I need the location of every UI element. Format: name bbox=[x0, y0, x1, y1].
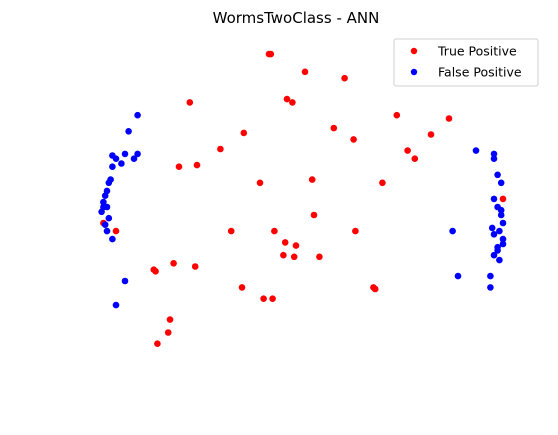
point-true-positive-19 bbox=[379, 179, 386, 187]
point-false-positive-0 bbox=[134, 111, 141, 119]
point-false-positive-9 bbox=[100, 198, 107, 206]
point-true-positive-4 bbox=[341, 74, 348, 82]
point-false-positive-30 bbox=[497, 211, 505, 219]
legend-label-false-positive: False Positive bbox=[438, 65, 522, 80]
point-false-positive-8 bbox=[101, 192, 109, 199]
point-false-positive-36 bbox=[496, 256, 503, 264]
point-false-positive-32 bbox=[496, 227, 503, 235]
point-false-positive-22 bbox=[121, 277, 129, 285]
point-true-positive-29 bbox=[280, 251, 287, 259]
point-false-positive-1 bbox=[125, 128, 132, 135]
point-false-positive-35 bbox=[490, 251, 498, 259]
legend-marker-false-positive bbox=[410, 68, 418, 76]
point-false-positive-23 bbox=[472, 147, 480, 154]
point-true-positive-20 bbox=[191, 263, 199, 270]
point-true-positive-44 bbox=[154, 340, 161, 348]
point-true-positive-41 bbox=[411, 155, 419, 162]
point-false-positive-18 bbox=[109, 152, 116, 159]
point-false-positive-3 bbox=[118, 160, 125, 167]
point-true-positive-40 bbox=[166, 316, 174, 323]
point-false-positive-14 bbox=[103, 227, 111, 235]
point-true-positive-11 bbox=[330, 124, 338, 132]
point-false-positive-45 bbox=[497, 206, 505, 214]
point-true-positive-17 bbox=[256, 179, 264, 187]
point-false-positive-15 bbox=[109, 235, 116, 243]
point-false-positive-12 bbox=[105, 214, 113, 222]
point-false-positive-42 bbox=[499, 240, 507, 248]
point-false-positive-24 bbox=[490, 150, 498, 158]
legend-box bbox=[393, 38, 539, 87]
legend-marker-true-positive bbox=[410, 47, 418, 55]
point-true-positive-30 bbox=[290, 253, 298, 261]
point-true-positive-18 bbox=[310, 211, 318, 219]
point-true-positive-15 bbox=[445, 115, 453, 122]
point-true-positive-23 bbox=[308, 176, 316, 183]
point-true-positive-2 bbox=[186, 99, 194, 106]
point-true-positive-27 bbox=[227, 227, 235, 235]
point-true-positive-1 bbox=[267, 50, 275, 58]
legend-label-true-positive: True Positive bbox=[437, 44, 517, 59]
point-true-positive-37 bbox=[371, 285, 379, 293]
point-true-positive-42 bbox=[499, 195, 507, 203]
point-false-positive-5 bbox=[109, 163, 116, 170]
point-true-positive-13 bbox=[217, 145, 224, 153]
point-false-positive-40 bbox=[449, 227, 456, 235]
point-false-positive-43 bbox=[494, 247, 501, 254]
point-true-positive-5 bbox=[283, 95, 291, 103]
point-false-positive-33 bbox=[499, 235, 507, 243]
point-true-positive-32 bbox=[260, 295, 267, 303]
point-true-positive-43 bbox=[164, 329, 172, 336]
point-true-positive-22 bbox=[292, 242, 300, 249]
point-false-positive-27 bbox=[497, 179, 505, 187]
legend: True Positive False Positive bbox=[393, 38, 539, 87]
point-false-positive-28 bbox=[490, 195, 498, 203]
point-true-positive-9 bbox=[240, 129, 248, 137]
point-false-positive-39 bbox=[454, 272, 462, 280]
point-true-positive-38 bbox=[281, 239, 289, 246]
point-false-positive-25 bbox=[490, 155, 498, 162]
point-true-positive-28 bbox=[271, 227, 278, 235]
point-true-positive-7 bbox=[289, 99, 296, 106]
point-true-positive-21 bbox=[238, 284, 246, 291]
point-true-positive-12 bbox=[350, 136, 357, 143]
point-false-positive-38 bbox=[487, 284, 494, 291]
point-false-positive-26 bbox=[494, 171, 501, 179]
point-true-positive-14 bbox=[404, 147, 411, 154]
point-true-positive-16 bbox=[427, 131, 435, 138]
point-true-positive-26 bbox=[170, 260, 177, 267]
point-true-positive-25 bbox=[112, 227, 120, 235]
point-true-positive-31 bbox=[316, 253, 323, 261]
point-true-positive-36 bbox=[150, 266, 158, 274]
point-false-positive-16 bbox=[100, 203, 107, 211]
point-false-positive-21 bbox=[112, 301, 120, 309]
point-false-positive-2 bbox=[121, 150, 129, 158]
point-false-positive-17 bbox=[107, 176, 114, 183]
point-false-positive-13 bbox=[101, 221, 109, 228]
point-true-positive-10 bbox=[175, 163, 183, 170]
point-true-positive-33 bbox=[269, 295, 276, 303]
points-layer bbox=[98, 50, 507, 348]
point-false-positive-41 bbox=[490, 231, 498, 238]
point-false-positive-19 bbox=[130, 155, 138, 162]
point-true-positive-8 bbox=[393, 111, 401, 119]
chart-title: WormsTwoClass - ANN bbox=[213, 9, 380, 27]
point-false-positive-20 bbox=[134, 150, 141, 158]
point-true-positive-6 bbox=[193, 161, 201, 169]
point-false-positive-31 bbox=[499, 219, 507, 227]
point-true-positive-3 bbox=[301, 68, 309, 76]
point-true-positive-39 bbox=[352, 227, 359, 235]
point-false-positive-37 bbox=[487, 272, 494, 280]
point-false-positive-44 bbox=[488, 224, 496, 232]
